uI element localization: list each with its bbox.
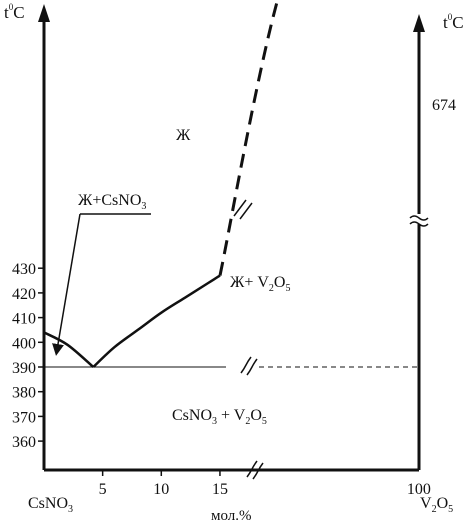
solid-tail: O xyxy=(250,407,262,424)
y-tick-label: 390 xyxy=(12,360,36,377)
x-axis-ticks: 5 10 15 100 xyxy=(99,470,431,498)
left-component-label: CsNO3 xyxy=(28,495,73,515)
eutectic-line-break-mark xyxy=(240,356,258,376)
solid-sub1: 3 xyxy=(212,416,217,427)
liquid-csno3-sub: 3 xyxy=(141,201,146,212)
left-axis-title-deg: 0 xyxy=(9,2,14,12)
right-component-mid: O xyxy=(437,495,449,512)
right-axis-title: t0C xyxy=(443,12,464,32)
solid-region-label: CsNO3 + V2O5 xyxy=(172,407,267,427)
left-axis-title: t0C xyxy=(4,2,25,22)
y-tick-label: 370 xyxy=(12,409,36,426)
y-tick-label: 360 xyxy=(12,434,36,451)
right-component-label: V2O5 xyxy=(420,495,453,515)
y-tick-label: 430 xyxy=(12,261,36,278)
solid-base: CsNO xyxy=(172,407,212,424)
y-tick-label: 400 xyxy=(12,335,36,352)
x-axis-break-mark xyxy=(246,460,264,480)
csno3-liquidus-curve xyxy=(43,331,95,368)
left-axis-title-t: t xyxy=(4,3,9,22)
liquid-csno3-region-label: Ж+CsNO3 xyxy=(78,192,146,212)
y-axis-ticks: 360 370 380 390 400 410 420 430 xyxy=(12,261,44,451)
liquidus-break-mark xyxy=(233,199,253,220)
left-component-base: CsNO xyxy=(28,495,68,512)
x-tick-label: 100 xyxy=(407,481,431,498)
liquid-v2o5-base: Ж+ V xyxy=(230,274,269,291)
solid-sub3: 5 xyxy=(262,416,267,427)
left-axis-title-c: C xyxy=(13,3,24,22)
right-component-base: V xyxy=(420,495,432,512)
v2o5-liquidus-curve xyxy=(92,274,221,368)
liquid-v2o5-sub1: 2 xyxy=(269,283,274,294)
liquid-region-label: Ж xyxy=(176,127,191,144)
x-tick-label: 10 xyxy=(153,481,169,498)
right-axis-break-mark xyxy=(409,214,429,227)
right-axis-title-t: t xyxy=(443,13,448,32)
solid-mid: + V xyxy=(217,407,246,424)
y-tick-label: 380 xyxy=(12,385,36,402)
right-component-sub2: 5 xyxy=(448,504,453,515)
liquid-v2o5-region-label: Ж+ V2O5 xyxy=(230,274,290,294)
v2o5-liquidus-extrapolated-curve xyxy=(218,0,280,276)
liquid-v2o5-sub2: 5 xyxy=(285,283,290,294)
x-axis-title: мол.% xyxy=(211,508,252,523)
left-axis-arrow xyxy=(38,4,50,22)
liquid-csno3-pointer-arrow xyxy=(52,213,81,356)
solid-sub2: 2 xyxy=(245,416,250,427)
right-axis-title-c: C xyxy=(452,13,463,32)
y-tick-label: 410 xyxy=(12,311,36,328)
right-axis-title-deg: 0 xyxy=(448,12,453,22)
liquid-v2o5-mid: O xyxy=(274,274,286,291)
x-tick-label: 5 xyxy=(99,481,107,498)
right-axis-arrow xyxy=(413,14,425,32)
left-component-sub: 3 xyxy=(68,504,73,515)
x-tick-label: 15 xyxy=(212,481,228,498)
y-tick-label: 420 xyxy=(12,286,36,303)
right-component-sub1: 2 xyxy=(432,504,437,515)
liquid-csno3-base: Ж+CsNO xyxy=(78,192,141,209)
melting-point-label: 674 xyxy=(432,97,456,114)
